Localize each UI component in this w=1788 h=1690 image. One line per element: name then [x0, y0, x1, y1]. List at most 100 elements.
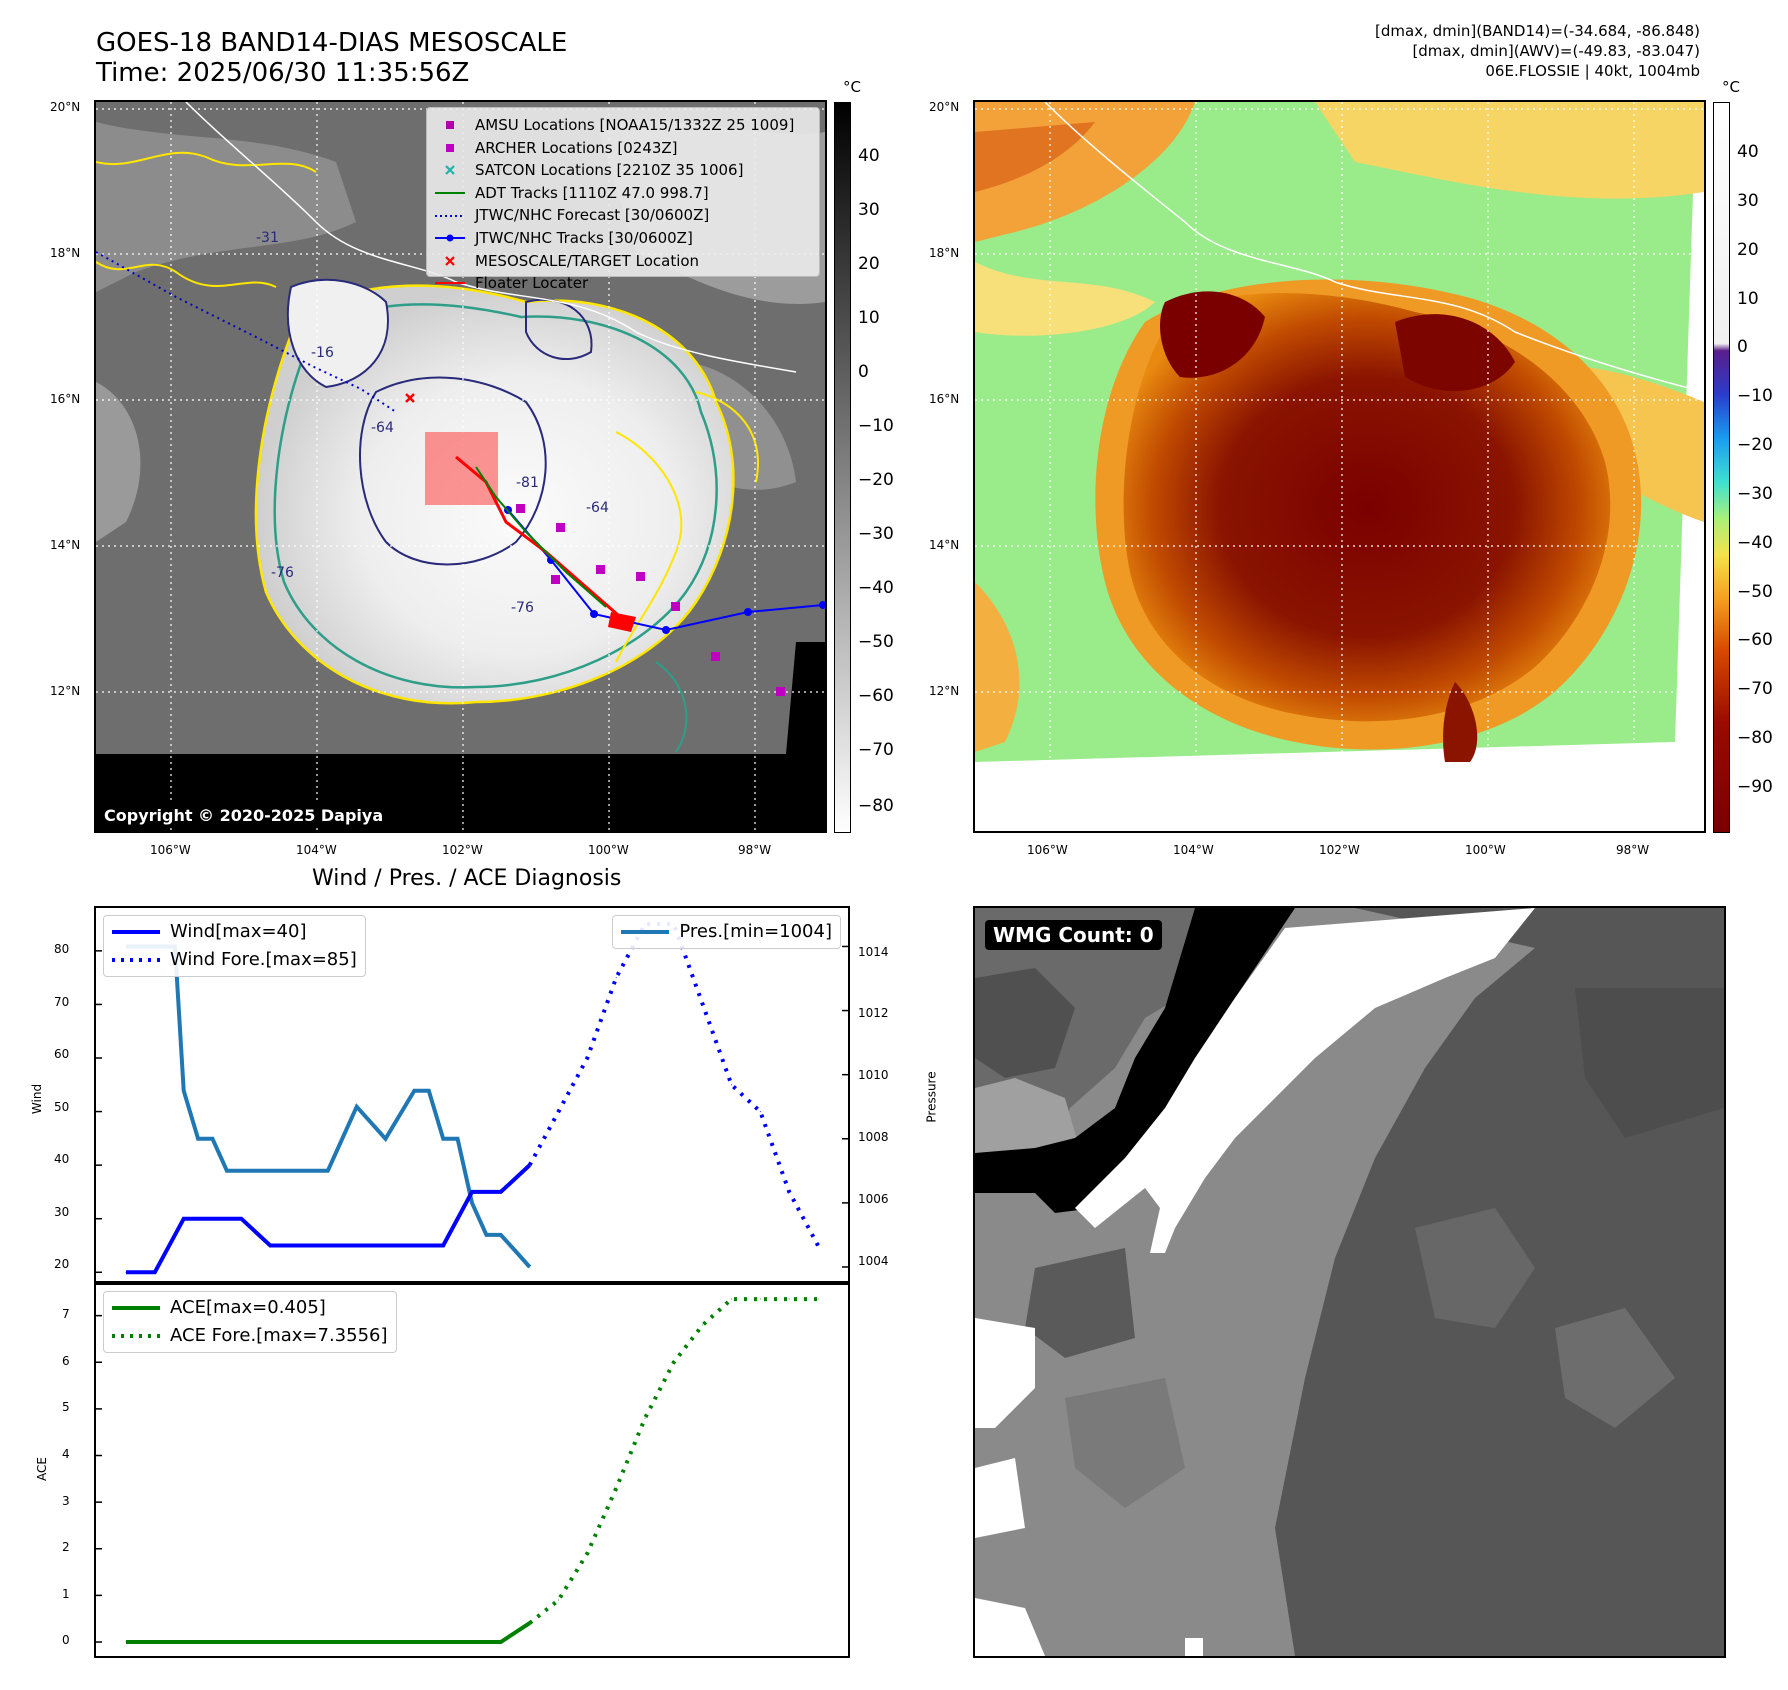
rcb-tick-0: 0: [1737, 337, 1748, 357]
legend-ace-swatch: [112, 1306, 160, 1310]
legend-marker-icon: [433, 187, 467, 199]
r-lon-102: 102°W: [1319, 843, 1360, 857]
legend-ace-fore-swatch: [112, 1334, 160, 1338]
wind-data-point: [269, 1245, 271, 1246]
ace-tick-1: 1: [62, 1587, 70, 1601]
map-legend-label: ADT Tracks [1110Z 47.0 998.7]: [475, 183, 709, 202]
wind-data-point: [471, 1191, 473, 1193]
legend-wind-fore: Wind Fore.[max=85]: [112, 946, 357, 974]
map-legend-label: ARCHER Locations [0243Z]: [475, 138, 678, 157]
contour-label-64b: -64: [371, 420, 394, 436]
legend-wind: Wind[max=40]: [112, 918, 357, 946]
rcb-tick-40: 40: [1737, 142, 1759, 162]
legend-ace-fore: ACE Fore.[max=7.3556]: [112, 1322, 388, 1350]
wind-tick-30: 30: [54, 1205, 70, 1219]
wmg-count-badge: WMG Count: 0: [985, 920, 1162, 950]
ace-data-point: [529, 1622, 531, 1624]
wind-data-point: [442, 1245, 444, 1246]
wmg-graphic: [975, 908, 1724, 1656]
lon-100: 100°W: [588, 843, 629, 857]
legend-pres: Pres.[min=1004]: [621, 918, 832, 946]
left-colorbar: [834, 102, 851, 833]
storm-info: 06E.FLOSSIE | 40kt, 1004mb: [1485, 62, 1700, 80]
pressure-data-point: [500, 1234, 502, 1236]
rcb-tick-m20: −20: [1737, 435, 1773, 455]
wind-tick-80: 80: [54, 942, 70, 956]
ace-data-point: [759, 1298, 761, 1300]
legend-marker-icon: [433, 210, 467, 222]
pressure-data-point: [385, 1138, 386, 1140]
pressure-data-point: [356, 1106, 358, 1108]
r-lon-98: 98°W: [1616, 843, 1650, 857]
ace-data-point: [500, 1641, 502, 1643]
map-legend-label: JTWC/NHC Tracks [30/0600Z]: [475, 228, 693, 247]
map-legend-label: Floater Locater: [475, 274, 589, 293]
wind-data-point: [154, 1271, 156, 1273]
r-lon-100: 100°W: [1465, 843, 1506, 857]
wind-tick-70: 70: [54, 995, 70, 1009]
figure-time: Time: 2025/06/30 11:35:56Z: [96, 58, 470, 88]
map-legend-item: ARCHER Locations [0243Z]: [433, 137, 809, 160]
legend-ace-fore-label: ACE Fore.[max=7.3556]: [170, 1325, 388, 1346]
legend-wind-fore-label: Wind Fore.[max=85]: [170, 949, 357, 970]
ace-data-point: [702, 1324, 704, 1326]
pres-tick-1006: 1006: [858, 1192, 889, 1206]
map-legend-label: AMSU Locations [NOAA15/1332Z 25 1009]: [475, 116, 795, 134]
pressure-data-point: [485, 1234, 487, 1236]
wind-tick-60: 60: [54, 1047, 70, 1061]
wind-data-point: [183, 1218, 185, 1220]
wind-data-point: [529, 1164, 531, 1166]
lon-106: 106°W: [150, 843, 191, 857]
lcb-tick-40: 40: [858, 146, 880, 166]
legend-pres-swatch: [621, 930, 670, 934]
pressure-data-point: [197, 1138, 199, 1140]
pressure-data-point: [413, 1090, 415, 1092]
map-legend-item: AMSU Locations [NOAA15/1332Z 25 1009]: [433, 114, 809, 137]
lcb-tick-m30: −30: [858, 524, 894, 544]
awv-range: [dmax, dmin](AWV)=(-49.83, -83.047): [1412, 42, 1700, 60]
ace-tick-4: 4: [62, 1447, 70, 1461]
wind-data-point: [298, 1245, 300, 1246]
wind-tick-50: 50: [54, 1100, 70, 1114]
pres-tick-1014: 1014: [858, 945, 889, 959]
lon-98: 98°W: [738, 843, 772, 857]
ace-data-point: [558, 1599, 559, 1601]
legend-marker-icon: [433, 232, 467, 244]
lon-102: 102°W: [442, 843, 483, 857]
pressure-data-point: [269, 1170, 271, 1172]
rcb-tick-10: 10: [1737, 289, 1759, 309]
wmg-panel: WMG Count: 0: [973, 906, 1726, 1658]
r-lat-18: 18°N: [929, 246, 960, 260]
wind-data-point: [500, 1191, 502, 1193]
rcb-tick-m60: −60: [1737, 630, 1773, 650]
legend-pres-label: Pres.[min=1004]: [679, 921, 832, 942]
map-legend-item: MESOSCALE/TARGET Location: [433, 250, 809, 273]
map-legend-item: JTWC/NHC Forecast [30/0600Z]: [433, 204, 809, 227]
lcb-tick-m70: −70: [858, 740, 894, 760]
r-lon-104: 104°W: [1173, 843, 1214, 857]
awv-map-graphic: [975, 102, 1704, 831]
ace-tick-6: 6: [62, 1354, 70, 1368]
rcb-tick-m70: −70: [1737, 679, 1773, 699]
pres-tick-1012: 1012: [858, 1006, 889, 1020]
copyright-label: Copyright © 2020-2025 Dapiya: [98, 804, 390, 827]
wind-data-point: [817, 1245, 819, 1246]
contour-label-31: -31: [256, 230, 279, 246]
pressure-data-point: [240, 1170, 242, 1172]
legend-marker-icon: [433, 277, 467, 289]
rcb-tick-m10: −10: [1737, 386, 1773, 406]
wind-data-point: [356, 1245, 358, 1246]
legend-marker-icon: [433, 142, 467, 154]
ace-data-point: [817, 1298, 819, 1300]
contour-label-64a: -64: [586, 500, 609, 516]
legend-wind-swatch: [112, 930, 160, 934]
ace-data-point: [644, 1417, 646, 1419]
wind-tick-20: 20: [54, 1257, 70, 1271]
pressure-data-point: [529, 1266, 531, 1268]
ace-legend: ACE[max=0.405] ACE Fore.[max=7.3556]: [103, 1291, 397, 1353]
lcb-tick-m50: −50: [858, 632, 894, 652]
map-legend-label: MESOSCALE/TARGET Location: [475, 251, 700, 270]
legend-marker-icon: [433, 255, 467, 267]
lcb-tick-30: 30: [858, 200, 880, 220]
rcb-tick-m80: −80: [1737, 728, 1773, 748]
